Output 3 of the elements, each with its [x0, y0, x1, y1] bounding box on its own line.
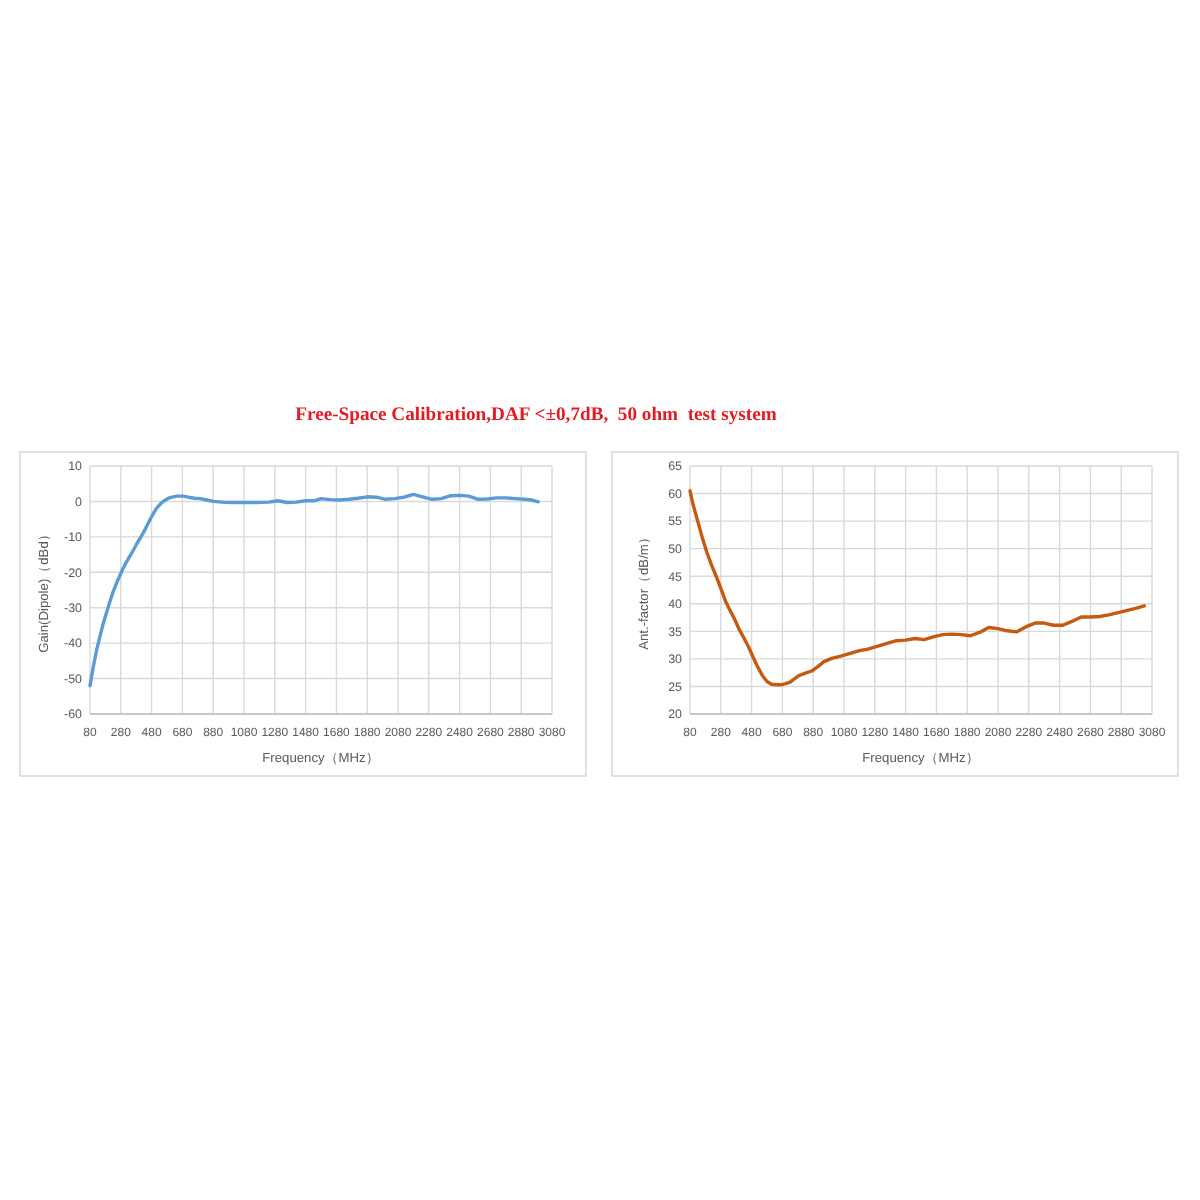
line-series	[688, 489, 1146, 687]
line-series	[88, 492, 540, 688]
chart-title: Free-Space Calibration,DAF <±0,7dB, 50 ohm test system	[295, 404, 777, 426]
